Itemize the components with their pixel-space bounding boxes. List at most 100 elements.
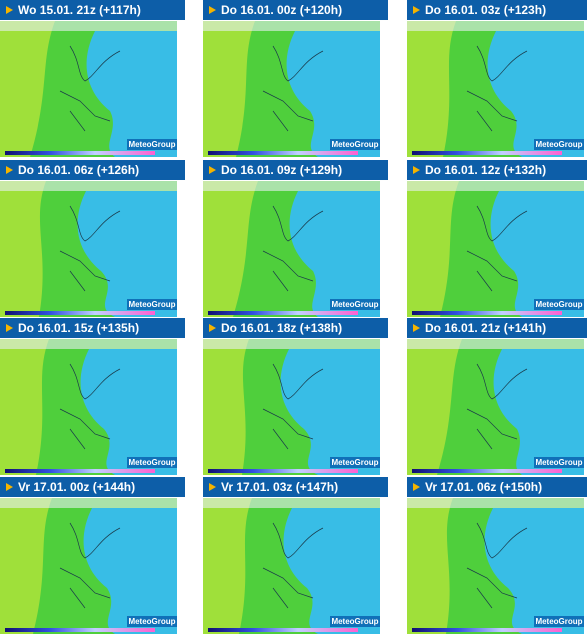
color-scale <box>208 311 358 315</box>
weather-map: MeteoGroup <box>203 339 380 475</box>
cold-area <box>484 508 584 634</box>
header-strip <box>0 21 177 31</box>
cold-area <box>493 349 584 475</box>
logo-bg <box>330 139 380 150</box>
tile-title: Vr 17.01. 03z (+147h) <box>203 477 388 497</box>
warm-area <box>407 181 459 317</box>
logo-bg <box>127 457 177 468</box>
color-scale <box>412 469 562 473</box>
weather-map: MeteoGroup <box>407 498 584 634</box>
warm-area <box>203 498 252 634</box>
color-scale <box>412 151 562 155</box>
cold-area <box>289 191 380 317</box>
logo-bg <box>330 299 380 310</box>
tile-title: Do 16.01. 09z (+129h) <box>203 160 388 180</box>
weather-map: MeteoGroup <box>0 498 177 634</box>
warm-area <box>203 339 249 475</box>
logo-bg <box>534 299 584 310</box>
weather-map: MeteoGroup <box>0 21 177 157</box>
tile-title: Do 16.01. 21z (+141h) <box>407 318 587 338</box>
header-strip <box>203 339 380 349</box>
coastline <box>466 522 528 609</box>
header-strip <box>0 181 177 191</box>
weather-map: MeteoGroup <box>0 181 177 317</box>
color-scale <box>5 469 155 473</box>
map-tile[interactable]: Do 16.01. 12z (+132h) MeteoGroup <box>407 160 587 317</box>
cold-area <box>490 191 584 317</box>
map-tile[interactable]: Do 16.01. 09z (+129h) MeteoGroup <box>203 160 388 317</box>
coastline <box>262 522 324 609</box>
weather-map: MeteoGroup <box>203 181 380 317</box>
map-tile[interactable]: Do 16.01. 21z (+141h) MeteoGroup <box>407 318 587 475</box>
logo-bg <box>534 616 584 627</box>
color-scale <box>5 151 155 155</box>
map-tile[interactable]: Vr 17.01. 06z (+150h) MeteoGroup <box>407 477 587 634</box>
tile-title: Do 16.01. 03z (+123h) <box>407 0 587 20</box>
coastline <box>262 205 324 292</box>
coastline <box>59 363 121 450</box>
map-tile[interactable]: Do 16.01. 00z (+120h) MeteoGroup <box>203 0 388 157</box>
weather-map: MeteoGroup <box>407 181 584 317</box>
logo-bg <box>127 299 177 310</box>
warm-area <box>407 21 456 157</box>
coastline <box>59 45 121 132</box>
cold-area <box>86 31 177 157</box>
logo-bg <box>534 139 584 150</box>
tile-title: Do 16.01. 00z (+120h) <box>203 0 388 20</box>
weather-map: MeteoGroup <box>407 339 584 475</box>
tile-title: Vr 17.01. 06z (+150h) <box>407 477 587 497</box>
logo-text: MeteoGroup <box>331 458 378 467</box>
color-scale <box>208 151 358 155</box>
coastline <box>466 363 528 450</box>
map-tile[interactable]: Do 16.01. 06z (+126h) MeteoGroup <box>0 160 185 317</box>
logo-bg <box>534 457 584 468</box>
header-strip <box>407 21 584 31</box>
cold-area <box>80 349 177 475</box>
coastline <box>466 205 528 292</box>
weather-map: MeteoGroup <box>203 21 380 157</box>
logo-text: MeteoGroup <box>128 300 175 309</box>
logo-text: MeteoGroup <box>128 617 175 626</box>
logo-text: MeteoGroup <box>535 617 582 626</box>
logo-text: MeteoGroup <box>331 140 378 149</box>
cold-area <box>83 508 177 634</box>
weather-map: MeteoGroup <box>407 21 584 157</box>
coastline <box>262 45 324 132</box>
header-strip <box>0 339 177 349</box>
warm-area <box>203 21 255 157</box>
tile-title: Do 16.01. 06z (+126h) <box>0 160 185 180</box>
logo-bg <box>127 616 177 627</box>
header-strip <box>407 339 584 349</box>
map-tile[interactable]: Wo 15.01. 21z (+117h) MeteoGroup <box>0 0 185 157</box>
color-scale <box>208 469 358 473</box>
map-tile[interactable]: Do 16.01. 18z (+138h) MeteoGroup <box>203 318 388 475</box>
logo-bg <box>330 616 380 627</box>
cold-area <box>280 349 380 475</box>
tile-title: Vr 17.01. 00z (+144h) <box>0 477 185 497</box>
color-scale <box>5 311 155 315</box>
warm-area <box>0 498 52 634</box>
map-tile[interactable]: Vr 17.01. 00z (+144h) MeteoGroup <box>0 477 185 634</box>
header-strip <box>0 498 177 508</box>
map-tile[interactable]: Do 16.01. 15z (+135h) MeteoGroup <box>0 318 185 475</box>
warm-area <box>0 21 55 157</box>
coastline <box>262 363 324 450</box>
warm-area <box>203 181 258 317</box>
warm-area <box>407 339 462 475</box>
logo-bg <box>127 139 177 150</box>
logo-text: MeteoGroup <box>331 617 378 626</box>
logo-text: MeteoGroup <box>535 140 582 149</box>
tile-title: Do 16.01. 15z (+135h) <box>0 318 185 338</box>
cold-area <box>286 31 380 157</box>
weather-map: MeteoGroup <box>203 498 380 634</box>
header-strip <box>203 181 380 191</box>
header-strip <box>203 21 380 31</box>
map-tile[interactable]: Do 16.01. 03z (+123h) MeteoGroup <box>407 0 587 157</box>
logo-text: MeteoGroup <box>128 140 175 149</box>
map-tile[interactable]: Vr 17.01. 03z (+147h) MeteoGroup <box>203 477 388 634</box>
logo-text: MeteoGroup <box>128 458 175 467</box>
tile-title: Wo 15.01. 21z (+117h) <box>0 0 185 20</box>
cold-area <box>77 191 177 317</box>
warm-area <box>0 181 46 317</box>
